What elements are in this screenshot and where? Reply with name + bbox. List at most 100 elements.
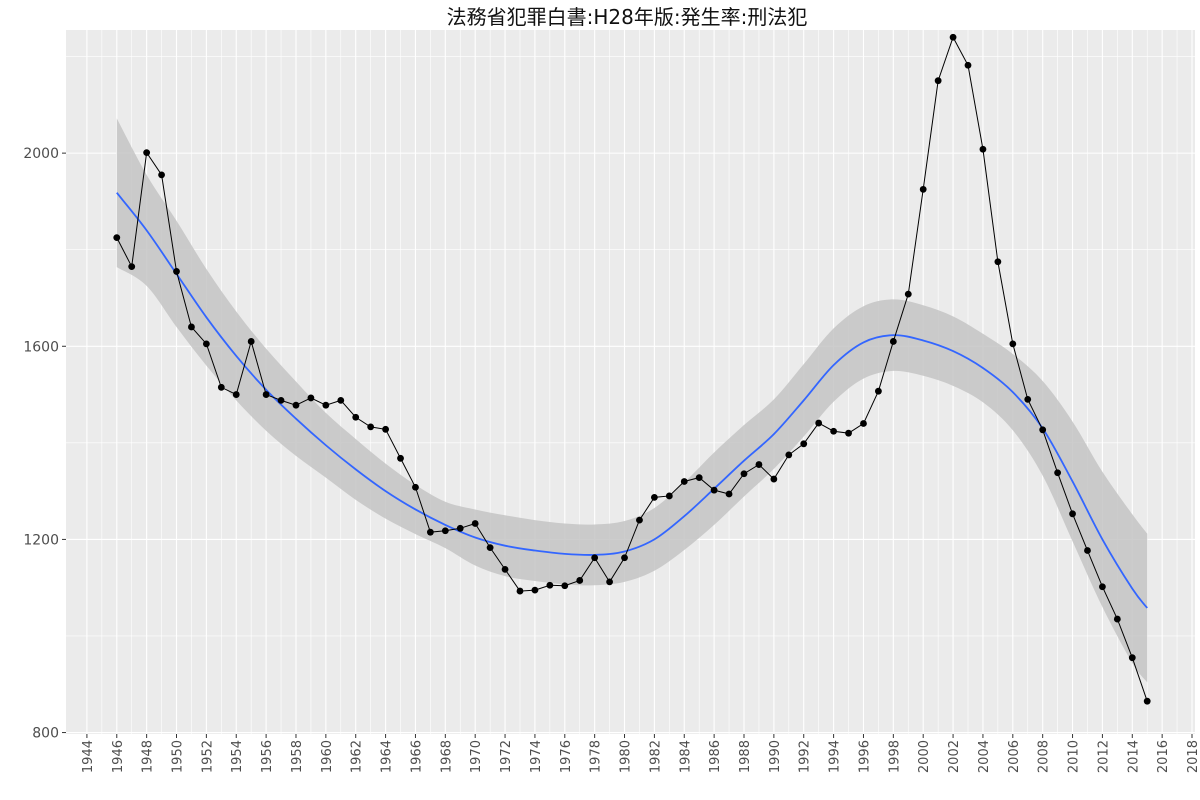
data-point [919, 185, 927, 193]
data-point [501, 565, 509, 573]
data-point [397, 454, 404, 462]
data-point [621, 554, 628, 562]
data-line-layer [116, 35, 1148, 702]
data-point [128, 263, 136, 270]
data-point [143, 149, 151, 157]
data-point [1143, 697, 1151, 705]
x-tick-label: 2006 [1007, 740, 1022, 773]
data-point [1128, 654, 1136, 662]
x-tick-label: 2002 [947, 740, 962, 773]
data-point [1113, 615, 1121, 623]
data-point [830, 427, 838, 435]
data-point [202, 340, 210, 348]
y-tick-label: 1600 [23, 339, 59, 355]
x-tick-label: 1956 [260, 740, 275, 773]
x-tick-label: 1998 [887, 740, 902, 773]
x-tick-label: 1948 [141, 740, 156, 773]
data-point [815, 419, 823, 427]
data-point [232, 391, 240, 398]
x-tick-label: 1968 [439, 740, 454, 773]
x-tick-label: 2004 [977, 740, 992, 773]
data-points-layer [113, 33, 1151, 705]
data-point [456, 524, 464, 532]
chart-title: 法務省犯罪白書:H28年版:発生率:刑法犯 [447, 5, 808, 29]
data-point [531, 586, 539, 594]
data-point [994, 258, 1002, 266]
smooth-line-layer [116, 192, 1148, 609]
x-tick-label: 1962 [350, 740, 365, 773]
x-tick-label: 1976 [559, 740, 574, 773]
x-tick-label: 2016 [1156, 740, 1171, 773]
data-point [516, 587, 524, 595]
data-point [158, 171, 165, 179]
x-tick-label: 2018 [1186, 740, 1200, 773]
data-point [1084, 547, 1091, 554]
x-tick-label: 2012 [1096, 740, 1111, 773]
x-tick-label: 1960 [320, 740, 335, 773]
data-point [307, 394, 315, 402]
data-point [1054, 469, 1062, 477]
data-point [979, 145, 987, 153]
x-tick-label: 2008 [1037, 740, 1052, 773]
y-tick-label: 1200 [23, 532, 59, 548]
data-point [964, 61, 972, 69]
data-point [486, 544, 494, 552]
data-point [665, 492, 673, 500]
x-tick-label: 1944 [81, 740, 96, 773]
data-point [845, 429, 852, 437]
data-point [695, 474, 703, 482]
data-point [1024, 395, 1032, 403]
data-point [1069, 510, 1076, 518]
data-point [606, 578, 613, 586]
x-tick-label: 1974 [529, 740, 544, 773]
x-tick-label: 1966 [409, 740, 424, 773]
x-tick-label: 1964 [380, 740, 395, 773]
data-point [636, 516, 643, 524]
x-tick-label: 1982 [648, 740, 663, 773]
x-tick-label: 1990 [768, 740, 783, 773]
x-tick-label: 1970 [469, 740, 484, 773]
x-tick-label: 2000 [917, 740, 932, 773]
x-tick-label: 1972 [499, 740, 514, 773]
data-point [591, 554, 599, 562]
data-point [1039, 426, 1047, 434]
data-point [755, 461, 763, 468]
data-point [934, 77, 942, 85]
x-tick-label: 1950 [171, 740, 186, 773]
data-point [471, 520, 479, 527]
data-point [367, 423, 375, 431]
data-point [770, 475, 778, 483]
data-point [1099, 583, 1106, 591]
x-tick-label: 1992 [798, 740, 813, 773]
data-point [875, 387, 882, 395]
data-point [382, 425, 389, 433]
data-point [352, 413, 360, 421]
data-point [949, 33, 957, 41]
data-point [904, 290, 912, 298]
data-point [337, 396, 345, 404]
data-point [740, 470, 748, 478]
data-point [860, 420, 867, 427]
data-point [785, 451, 793, 459]
data-point [725, 490, 733, 498]
x-tick-label: 2014 [1126, 740, 1141, 773]
x-tick-label: 1984 [678, 740, 693, 773]
data-point [441, 527, 449, 535]
data-point [322, 401, 330, 409]
data-point [188, 323, 195, 331]
data-point [889, 338, 897, 345]
data-point [412, 483, 419, 491]
data-point [680, 478, 688, 485]
x-tick-label: 1986 [708, 740, 723, 773]
x-tick-label: 1996 [857, 740, 872, 773]
data-point [1009, 340, 1017, 348]
data-point [292, 401, 300, 409]
data-point [650, 494, 658, 501]
x-tick-label: 1980 [619, 740, 634, 773]
data-point [113, 234, 121, 242]
data-point [262, 391, 270, 398]
x-tick-label: 1958 [290, 740, 305, 773]
data-point [217, 383, 225, 391]
x-tick-label: 1952 [200, 740, 215, 773]
